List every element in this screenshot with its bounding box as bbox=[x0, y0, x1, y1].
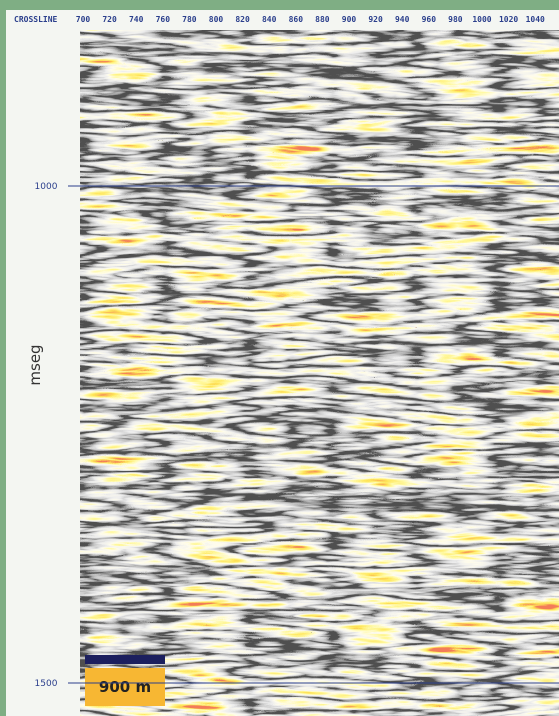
scale-box bbox=[85, 668, 165, 706]
crossline-tick: 760 bbox=[156, 15, 171, 24]
crossline-tick: 700 bbox=[76, 15, 91, 24]
crossline-tick: 960 bbox=[422, 15, 437, 24]
crossline-tick: 900 bbox=[342, 15, 357, 24]
crossline-tick: 880 bbox=[315, 15, 330, 24]
crossline-tick: 1020 bbox=[499, 15, 518, 24]
crossline-tick: 740 bbox=[129, 15, 144, 24]
scale-bar bbox=[85, 655, 165, 664]
crossline-tick: 940 bbox=[395, 15, 410, 24]
crossline-tick: 1000 bbox=[472, 15, 491, 24]
scale-label: 900 m bbox=[99, 678, 151, 696]
crossline-tick: 780 bbox=[182, 15, 197, 24]
crossline-tick: 820 bbox=[235, 15, 250, 24]
time-tick: 1500 bbox=[35, 679, 58, 689]
crossline-tick: 840 bbox=[262, 15, 277, 24]
crossline-tick: 800 bbox=[209, 15, 224, 24]
crossline-tick: 920 bbox=[368, 15, 383, 24]
axis-label: mseg bbox=[26, 344, 44, 385]
crossline-tick: 860 bbox=[289, 15, 304, 24]
crossline-label: CROSSLINE bbox=[14, 15, 58, 24]
crossline-tick: 980 bbox=[448, 15, 463, 24]
crossline-tick: 1040 bbox=[526, 15, 545, 24]
crossline-tick: 720 bbox=[102, 15, 117, 24]
seismic-section bbox=[80, 30, 559, 716]
time-tick: 1000 bbox=[35, 182, 58, 192]
